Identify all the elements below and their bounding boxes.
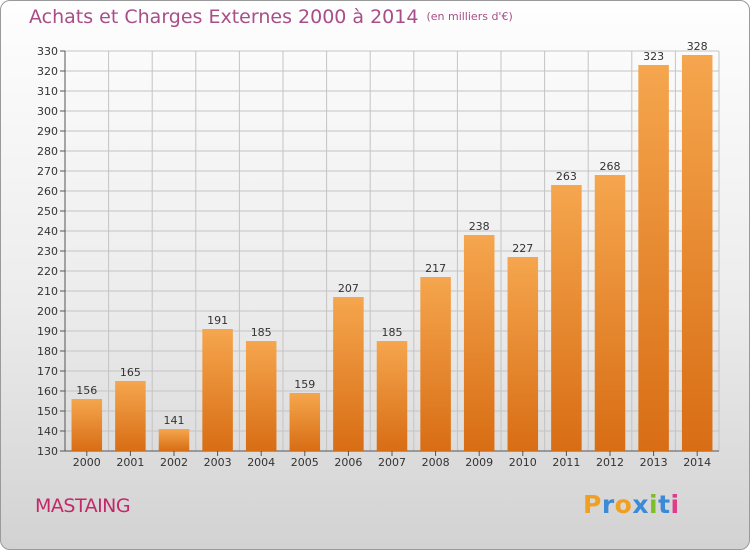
x-tick-label: 2002 [160, 456, 188, 469]
y-tick-label: 200 [37, 305, 58, 318]
logo-letter: i [670, 490, 680, 519]
x-tick-label: 2012 [596, 456, 624, 469]
y-tick-label: 250 [37, 205, 58, 218]
bar [638, 65, 669, 451]
x-tick-label: 2001 [116, 456, 144, 469]
x-tick-label: 2007 [378, 456, 406, 469]
logo-letter: r [601, 490, 615, 519]
y-tick-label: 270 [37, 165, 58, 178]
bar [594, 175, 626, 451]
data-label: 185 [382, 326, 403, 339]
logo-letter: P [583, 490, 602, 519]
x-tick-label: 2009 [465, 456, 493, 469]
y-tick-label: 230 [37, 245, 58, 258]
data-label: 207 [338, 282, 359, 295]
data-label: 227 [512, 242, 533, 255]
y-tick-label: 240 [37, 225, 58, 238]
y-tick-label: 300 [37, 105, 58, 118]
data-label: 328 [687, 40, 708, 53]
y-tick-label: 280 [37, 145, 58, 158]
x-tick-label: 2008 [422, 456, 450, 469]
y-tick-label: 180 [37, 345, 58, 358]
y-tick-label: 190 [37, 325, 58, 338]
data-label: 156 [76, 384, 97, 397]
chart-title-row: Achats et Charges Externes 2000 à 2014 (e… [29, 6, 513, 28]
y-tick-label: 260 [37, 185, 58, 198]
bar [681, 55, 713, 451]
bars [71, 55, 713, 451]
chart-unit-label: (en milliers d'€) [426, 10, 513, 23]
x-tick-label: 2005 [291, 456, 319, 469]
x-tick-label: 2013 [640, 456, 668, 469]
y-tick-label: 290 [37, 125, 58, 138]
data-label: 217 [425, 262, 446, 275]
x-tick-label: 2014 [683, 456, 711, 469]
y-tick-label: 320 [37, 65, 58, 78]
y-tick-label: 160 [37, 385, 58, 398]
data-label: 263 [556, 170, 577, 183]
data-label: 185 [251, 326, 272, 339]
logo-letter: x [632, 490, 649, 519]
y-tick-label: 220 [37, 265, 58, 278]
proxiti-logo: Proxiti [583, 490, 680, 519]
y-tick-label: 130 [37, 445, 58, 458]
bar [420, 277, 451, 451]
bar [245, 341, 277, 451]
y-tick-label: 150 [37, 405, 58, 418]
bar [71, 399, 103, 451]
data-label: 159 [294, 378, 315, 391]
bar [202, 329, 233, 451]
x-tick-label: 2011 [552, 456, 580, 469]
data-label: 141 [164, 414, 185, 427]
logo-letter: i [649, 490, 659, 519]
data-label: 165 [120, 366, 141, 379]
data-label: 323 [643, 50, 664, 63]
logo-letter: t [658, 490, 671, 519]
bar [115, 381, 146, 451]
commune-name: MASTAING [35, 495, 131, 517]
logo-letter: o [614, 490, 633, 519]
bar [376, 341, 408, 451]
bar [551, 185, 582, 451]
bar [289, 393, 321, 451]
y-tick-label: 140 [37, 425, 58, 438]
x-tick-label: 2000 [73, 456, 101, 469]
labels: 130 140 150 160 170 180 190 200 210 220 230 240 250 2… [37, 40, 711, 469]
bar [158, 429, 190, 451]
y-tick-label: 310 [37, 85, 58, 98]
y-tick-label: 210 [37, 285, 58, 298]
data-label: 191 [207, 314, 228, 327]
x-tick-label: 2004 [247, 456, 275, 469]
bar [507, 257, 539, 451]
bar [463, 235, 495, 451]
x-tick-label: 2003 [204, 456, 232, 469]
x-tick-label: 2006 [334, 456, 362, 469]
y-tick-label: 330 [37, 45, 58, 58]
bar [333, 297, 364, 451]
y-tick-label: 170 [37, 365, 58, 378]
chart-title: Achats et Charges Externes 2000 à 2014 [29, 6, 419, 28]
x-tick-label: 2010 [509, 456, 537, 469]
data-label: 238 [469, 220, 490, 233]
data-label: 268 [600, 160, 621, 173]
